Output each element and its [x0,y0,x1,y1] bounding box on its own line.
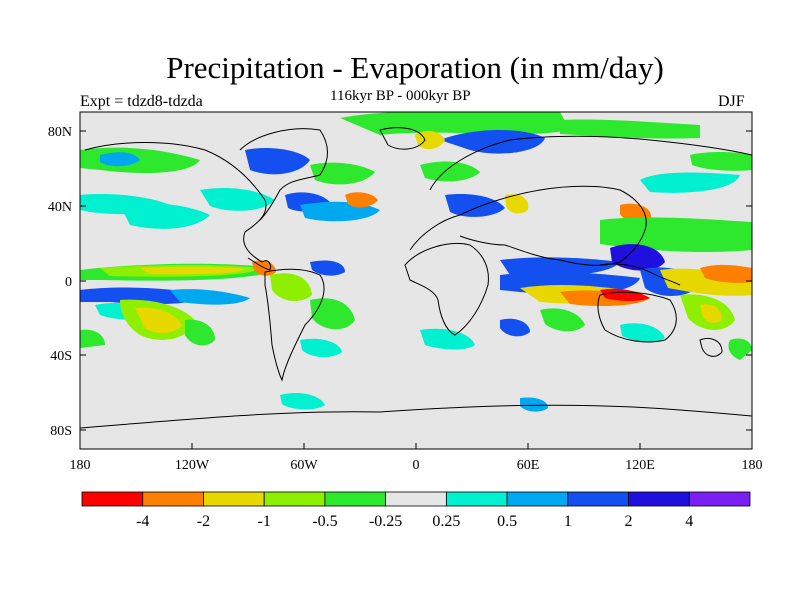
colorbar-swatch [385,491,447,507]
lon-label-60w: 60W [290,458,318,473]
lon-label-180-right: 180 [742,458,763,473]
lon-label-60e: 60E [517,458,540,473]
colorbar-swatch [263,491,326,507]
colorbar-label: -0.25 [369,513,402,530]
map-background [80,112,752,449]
lat-label-80n: 80N [48,125,72,140]
colorbar-swatch [445,491,508,507]
colorbar-label: 4 [685,513,693,530]
experiment-label: Expt = tdzd8-tdzda [80,93,203,110]
lat-label-40s: 40S [50,349,72,364]
colorbar-swatch [203,491,265,507]
colorbar-label: 0.5 [497,513,517,530]
map-title: Precipitation - Evaporation (in mm/day) [166,50,664,85]
colorbar-label: -4 [136,513,149,530]
colorbar-swatch [324,491,387,507]
colorbar: -4 -2 -1 -0.5 -0.25 0.25 0.5 1 2 4 [81,491,751,530]
colorbar-swatch [142,491,204,507]
map-panel: 80N 40N 0 40S 80S 180 120W 60W 0 60E 120… [48,111,763,473]
colorbar-label: -0.5 [312,513,337,530]
colorbar-label: -2 [197,513,210,530]
season-label: DJF [718,93,745,110]
lon-label-180-left: 180 [70,458,91,473]
colorbar-label: -1 [258,513,271,530]
lon-label-120e: 120E [625,458,655,473]
colorbar-label: 2 [625,513,633,530]
colorbar-label: 1 [564,513,572,530]
colorbar-swatch [506,491,569,507]
field-anomalies [80,112,752,412]
lon-label-120w: 120W [175,458,210,473]
lat-label-40n: 40N [48,200,72,215]
lat-tick-marks [80,130,752,431]
lon-tick-marks [79,443,753,449]
colorbar-label: 0.25 [432,513,460,530]
colorbar-swatch [567,491,629,507]
map-subtitle: 116kyr BP - 000kyr BP [330,88,471,104]
colorbar-swatch [81,491,144,507]
colorbar-swatch [628,491,690,507]
colorbar-swatch [688,491,751,507]
coastlines [80,127,752,429]
lon-label-0: 0 [413,458,420,473]
lat-label-0: 0 [65,275,72,290]
lat-label-80s: 80S [50,424,72,439]
